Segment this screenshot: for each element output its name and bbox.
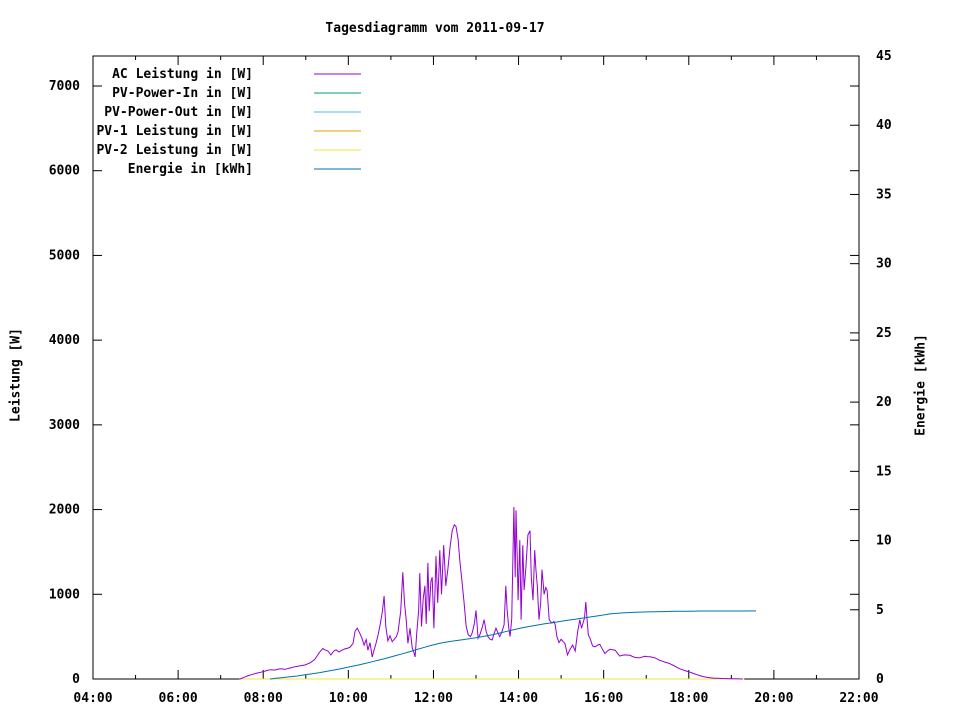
y-right-tick-label: 5 <box>876 603 884 618</box>
y-right-tick-label: 25 <box>876 326 892 341</box>
legend-label: Energie in [kWh] <box>128 162 253 177</box>
series-line-1 <box>239 506 743 680</box>
y-right-tick-label: 45 <box>876 49 892 64</box>
x-tick-label: 04:00 <box>73 691 112 706</box>
x-tick-label: 06:00 <box>159 691 198 706</box>
y-right-tick-label: 15 <box>876 464 892 479</box>
x-tick-label: 22:00 <box>839 691 878 706</box>
x-tick-label: 08:00 <box>244 691 283 706</box>
y-right-tick-label: 35 <box>876 187 892 202</box>
y-left-tick-label: 2000 <box>49 503 80 518</box>
y-left-tick-label: 7000 <box>49 79 80 94</box>
y-left-axis-title: Leistung [W] <box>8 328 24 422</box>
y-left-tick-label: 0 <box>72 672 80 687</box>
legend-label: AC Leistung in [W] <box>112 67 253 82</box>
y-left-tick-label: 3000 <box>49 418 80 433</box>
legend-label: PV-2 Leistung in [W] <box>96 143 253 158</box>
x-tick-label: 10:00 <box>329 691 368 706</box>
chart-title: Tagesdiagramm vom 2011-09-17 <box>325 21 545 36</box>
legend-label: PV-Power-In in [W] <box>112 86 253 101</box>
y-left-tick-label: 4000 <box>49 333 80 348</box>
y-right-tick-label: 0 <box>876 672 884 687</box>
x-tick-label: 16:00 <box>584 691 623 706</box>
y-right-tick-label: 20 <box>876 395 892 410</box>
y-left-tick-label: 1000 <box>49 587 80 602</box>
y-right-tick-label: 10 <box>876 534 892 549</box>
y-left-tick-label: 5000 <box>49 248 80 263</box>
x-tick-label: 14:00 <box>499 691 538 706</box>
x-tick-label: 12:00 <box>414 691 453 706</box>
y-left-tick-label: 6000 <box>49 164 80 179</box>
y-right-tick-label: 30 <box>876 257 892 272</box>
x-tick-label: 18:00 <box>669 691 708 706</box>
y-right-axis-title: Energie [kWh] <box>913 334 929 436</box>
series-line-6 <box>269 610 757 680</box>
legend-label: PV-1 Leistung in [W] <box>96 124 253 139</box>
legend-label: PV-Power-Out in [W] <box>104 105 253 120</box>
y-right-tick-label: 40 <box>876 118 892 133</box>
x-tick-label: 20:00 <box>754 691 793 706</box>
